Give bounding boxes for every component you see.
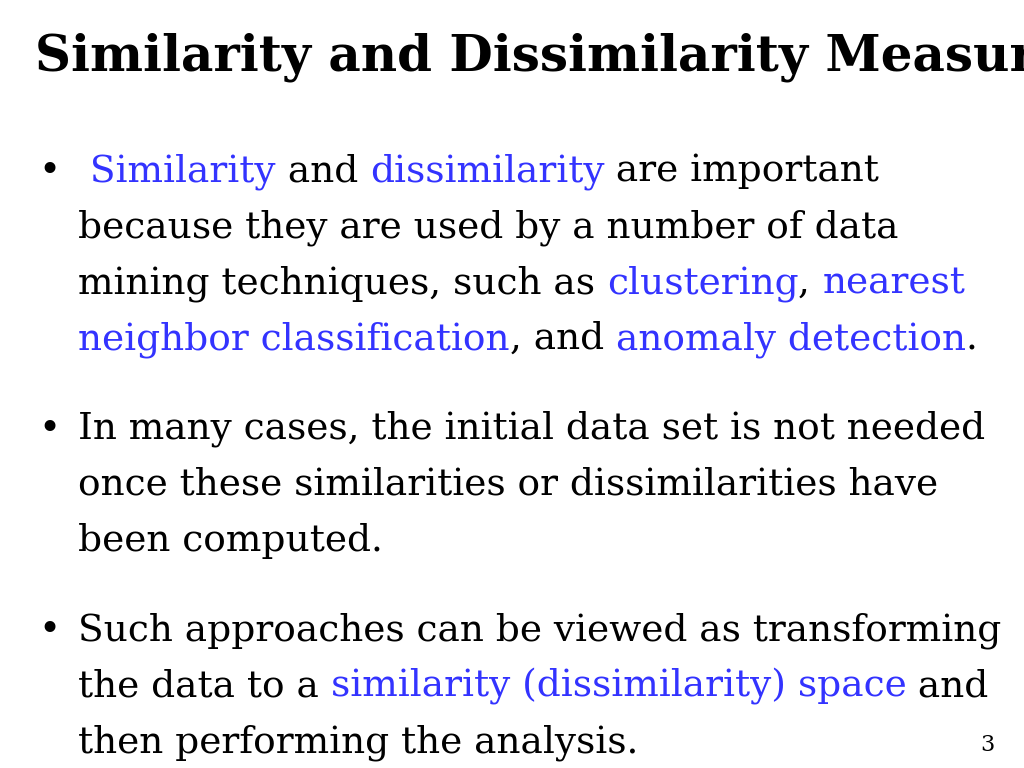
Text: because they are used by a number of data: because they are used by a number of dat… [78, 209, 898, 246]
Text: Similarity and Dissimilarity Measures: Similarity and Dissimilarity Measures [35, 33, 1024, 82]
Text: ,: , [799, 265, 822, 301]
Text: similarity (dissimilarity) space: similarity (dissimilarity) space [331, 668, 906, 705]
Text: Similarity: Similarity [78, 153, 275, 190]
Text: •: • [38, 612, 60, 648]
Text: •: • [38, 153, 60, 189]
Text: clustering: clustering [607, 265, 799, 302]
Text: mining techniques, such as: mining techniques, such as [78, 265, 607, 302]
Text: once these similarities or dissimilarities have: once these similarities or dissimilariti… [78, 467, 938, 502]
Text: nearest: nearest [822, 265, 966, 301]
Text: In many cases, the initial data set is not needed: In many cases, the initial data set is n… [78, 411, 985, 447]
Text: and: and [275, 153, 370, 189]
Text: been computed.: been computed. [78, 522, 383, 558]
Text: neighbor classification: neighbor classification [78, 321, 510, 357]
Text: the data to a: the data to a [78, 668, 331, 704]
Text: Such approaches can be viewed as transforming: Such approaches can be viewed as transfo… [78, 612, 1001, 649]
Text: •: • [38, 411, 60, 447]
Text: 3: 3 [981, 734, 995, 756]
Text: anomaly detection: anomaly detection [615, 321, 966, 357]
Text: then performing the analysis.: then performing the analysis. [78, 724, 638, 760]
Text: .: . [966, 321, 977, 357]
Text: and: and [906, 668, 989, 704]
Text: , and: , and [510, 321, 615, 357]
Text: dissimilarity: dissimilarity [370, 153, 604, 190]
Text: are important: are important [604, 153, 879, 189]
